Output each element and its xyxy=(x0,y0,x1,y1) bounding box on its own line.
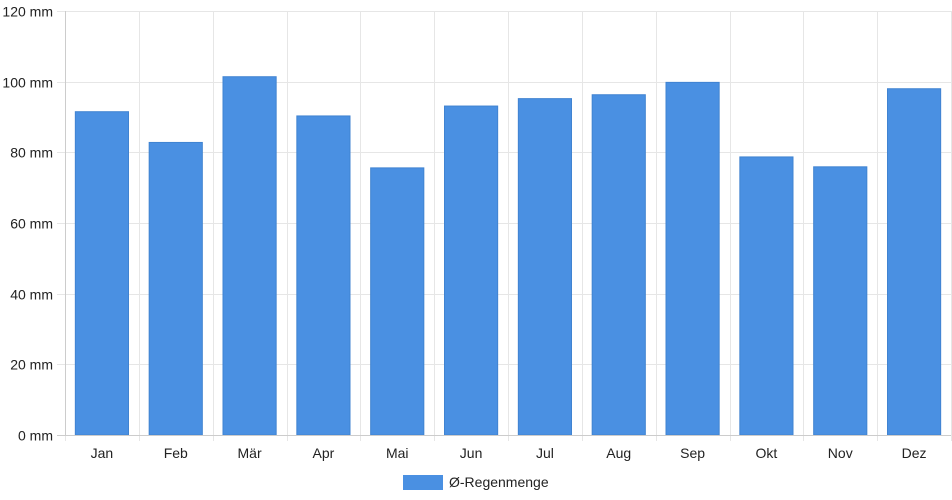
x-tick-label: Jul xyxy=(536,445,554,461)
x-axis-tick-labels: Jan Feb Mär Apr Mai Jun Jul Aug Sep Okt Nov Dez xyxy=(91,445,927,461)
bar-Feb[interactable] xyxy=(148,141,203,436)
x-tick-label: Mär xyxy=(238,445,262,461)
x-tick-label: Feb xyxy=(164,445,188,461)
x-tick-label: Aug xyxy=(606,445,631,461)
y-tick-label: 20 mm xyxy=(10,357,53,373)
y-tick-label: 60 mm xyxy=(10,216,53,232)
legend-swatch[interactable] xyxy=(403,475,443,490)
axes xyxy=(57,11,951,436)
y-tick-label: 80 mm xyxy=(10,145,53,161)
grid-lines xyxy=(57,11,952,441)
bar-Jun[interactable] xyxy=(444,105,499,436)
x-tick-label: Jan xyxy=(91,445,114,461)
legend-label[interactable]: Ø-Regenmenge xyxy=(449,474,549,490)
bar-Mai[interactable] xyxy=(370,167,425,436)
bars xyxy=(74,76,942,436)
bar-Dez[interactable] xyxy=(887,88,942,436)
bar-Sep[interactable] xyxy=(665,81,720,436)
y-tick-label: 0 mm xyxy=(18,428,53,444)
bar-Jan[interactable] xyxy=(74,111,129,436)
y-tick-label: 100 mm xyxy=(2,75,53,91)
bar-Aug[interactable] xyxy=(591,94,646,436)
x-tick-label: Jun xyxy=(460,445,483,461)
x-tick-label: Mai xyxy=(386,445,409,461)
bar-Nov[interactable] xyxy=(813,166,868,436)
y-tick-label: 40 mm xyxy=(10,287,53,303)
bar-Apr[interactable] xyxy=(296,115,351,436)
x-tick-label: Nov xyxy=(828,445,853,461)
y-axis-tick-labels: 0 mm 20 mm 40 mm 60 mm 80 mm 100 mm 120 mm xyxy=(2,4,53,444)
x-tick-label: Okt xyxy=(756,445,778,461)
bar-Okt[interactable] xyxy=(739,156,794,436)
bar-Jul[interactable] xyxy=(517,98,572,436)
legend[interactable]: Ø-Regenmenge xyxy=(403,474,549,490)
x-tick-label: Sep xyxy=(680,445,705,461)
bar-Mär[interactable] xyxy=(222,76,277,436)
x-tick-label: Dez xyxy=(902,445,927,461)
x-tick-label: Apr xyxy=(313,445,335,461)
y-tick-label: 120 mm xyxy=(2,4,53,20)
